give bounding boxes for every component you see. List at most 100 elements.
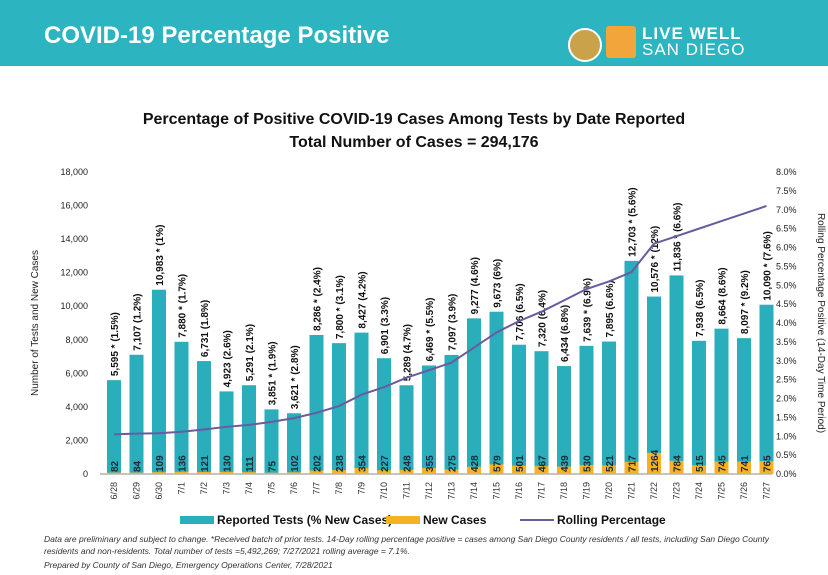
bar-new-cases <box>759 461 774 474</box>
legend-tests: Reported Tests (% New Cases) <box>180 513 392 527</box>
bar-data-label: 7,800 * (3.1%) <box>335 275 346 339</box>
new-cases-label: 275 <box>448 455 459 472</box>
x-tick-label: 7/25 <box>717 482 727 500</box>
new-cases-label: 109 <box>155 455 166 472</box>
bar-tests <box>399 385 414 474</box>
bar-data-label: 3,851 * (1.9%) <box>268 341 279 405</box>
new-cases-label: 130 <box>223 455 234 472</box>
rolling-percentage-line <box>113 205 767 436</box>
new-cases-label: 741 <box>740 455 751 472</box>
x-tick-label: 7/27 <box>762 482 772 500</box>
new-cases-label: 238 <box>335 455 346 472</box>
bar-data-label: 7,938 (6.5%) <box>695 280 706 337</box>
new-cases-label: 202 <box>313 455 324 472</box>
new-cases-label: 84 <box>133 460 144 472</box>
bar-new-cases <box>624 461 639 474</box>
x-tick-label: 7/3 <box>222 482 232 495</box>
bar-new-cases <box>219 471 234 474</box>
x-tick-label: 7/1 <box>177 482 187 495</box>
new-cases-label: 515 <box>695 455 706 472</box>
legend-swatch-tests <box>180 516 214 524</box>
legend-label: Reported Tests (% New Cases) <box>217 513 393 527</box>
new-cases-label: 75 <box>268 460 279 472</box>
bar-data-label: 6,731 (1.8%) <box>200 300 211 357</box>
bar-new-cases <box>129 472 144 474</box>
x-tick-label: 7/5 <box>267 482 277 495</box>
y-axis-label: Number of Tests and New Cases <box>30 250 41 396</box>
new-cases-label: 428 <box>470 455 481 472</box>
bar-tests <box>444 354 459 474</box>
x-tick-label: 7/21 <box>627 482 637 500</box>
y-tick-label: 0 <box>83 469 88 479</box>
new-cases-label: 355 <box>425 455 436 472</box>
bar-new-cases <box>264 472 279 474</box>
bar-tests <box>692 340 706 474</box>
bar-tests <box>332 343 346 474</box>
bar-data-label: 6,434 (6.8%) <box>560 305 571 362</box>
new-cases-label: 121 <box>200 455 211 472</box>
x-tick-label: 7/22 <box>649 482 659 500</box>
bar-tests <box>512 344 526 474</box>
new-cases-label: 467 <box>538 455 549 472</box>
new-cases-label: 439 <box>560 455 571 472</box>
x-tick-label: 7/16 <box>514 482 524 500</box>
header-band: COVID-19 Percentage Positive LIVE WELL SA… <box>0 0 828 66</box>
x-tick-label: 7/6 <box>289 482 299 495</box>
y2-tick-label: 6.0% <box>776 243 797 253</box>
new-cases-label: 765 <box>763 455 774 472</box>
new-cases-label: 136 <box>178 455 189 472</box>
prepared-by: Prepared by County of San Diego, Emergen… <box>44 560 333 570</box>
bar-data-label: 5,289 (4.7%) <box>403 324 414 381</box>
bar-new-cases <box>107 472 121 474</box>
y-tick-label: 6,000 <box>65 368 88 378</box>
bar-tests <box>107 380 121 474</box>
bar-tests <box>287 413 301 474</box>
bar-tests <box>737 338 751 474</box>
bar-data-label: 8,664 (8.6%) <box>718 267 729 324</box>
bar-data-label: 8,427 (4.2%) <box>358 271 369 328</box>
y-tick-label: 2,000 <box>65 435 88 445</box>
y-tick-label: 18,000 <box>60 167 88 177</box>
bar-new-cases <box>602 465 616 474</box>
x-tick-label: 7/14 <box>469 482 479 500</box>
logo-line2: SAN DIEGO <box>642 40 746 59</box>
bar-data-label: 6,901 (3.3%) <box>380 297 391 354</box>
bar-tests <box>422 365 436 474</box>
bar-data-label: 9,277 (4.6%) <box>470 257 481 314</box>
bar-new-cases <box>174 471 189 474</box>
x-tick-label: 7/2 <box>199 482 209 495</box>
bar-tests <box>309 334 324 474</box>
x-tick-label: 7/23 <box>672 482 682 500</box>
legend-label: Rolling Percentage <box>557 513 666 527</box>
bar-data-label: 4,923 (2.6%) <box>223 330 234 387</box>
y2-axis-label: Rolling Percentage Positive (14-Day Time… <box>815 213 826 433</box>
x-tick-label: 7/12 <box>424 482 434 500</box>
bar-tests <box>242 385 256 474</box>
new-cases-label: 248 <box>403 455 414 472</box>
y2-tick-label: 5.5% <box>776 261 797 271</box>
y2-tick-label: 8.0% <box>776 167 797 177</box>
x-tick-label: 7/26 <box>739 482 749 500</box>
bar-tests <box>489 311 504 474</box>
new-cases-label: 354 <box>358 455 369 472</box>
x-tick-label: 7/15 <box>492 482 502 500</box>
x-tick-label: 6/30 <box>154 482 164 500</box>
bar-new-cases <box>309 470 324 474</box>
bar-new-cases <box>287 472 301 474</box>
bar-new-cases <box>669 460 684 474</box>
bar-new-cases <box>692 465 706 474</box>
bar-new-cases <box>737 461 751 474</box>
y-tick-label: 14,000 <box>60 234 88 244</box>
bar-tests <box>264 409 279 474</box>
bar-data-label: 11,836 * (6.6%) <box>673 202 684 271</box>
bar-new-cases <box>579 465 594 474</box>
bar-tests <box>669 275 684 474</box>
y-tick-label: 4,000 <box>65 402 88 412</box>
y-tick-label: 16,000 <box>60 201 88 211</box>
bar-data-label: 10,090 * (7.6%) <box>763 231 774 301</box>
bar-tests <box>557 366 571 474</box>
x-tick-label: 7/20 <box>604 482 614 500</box>
live-well-logo: LIVE WELL SAN DIEGO <box>642 25 746 59</box>
bar-tests <box>152 289 166 474</box>
y2-tick-label: 7.5% <box>776 186 797 196</box>
